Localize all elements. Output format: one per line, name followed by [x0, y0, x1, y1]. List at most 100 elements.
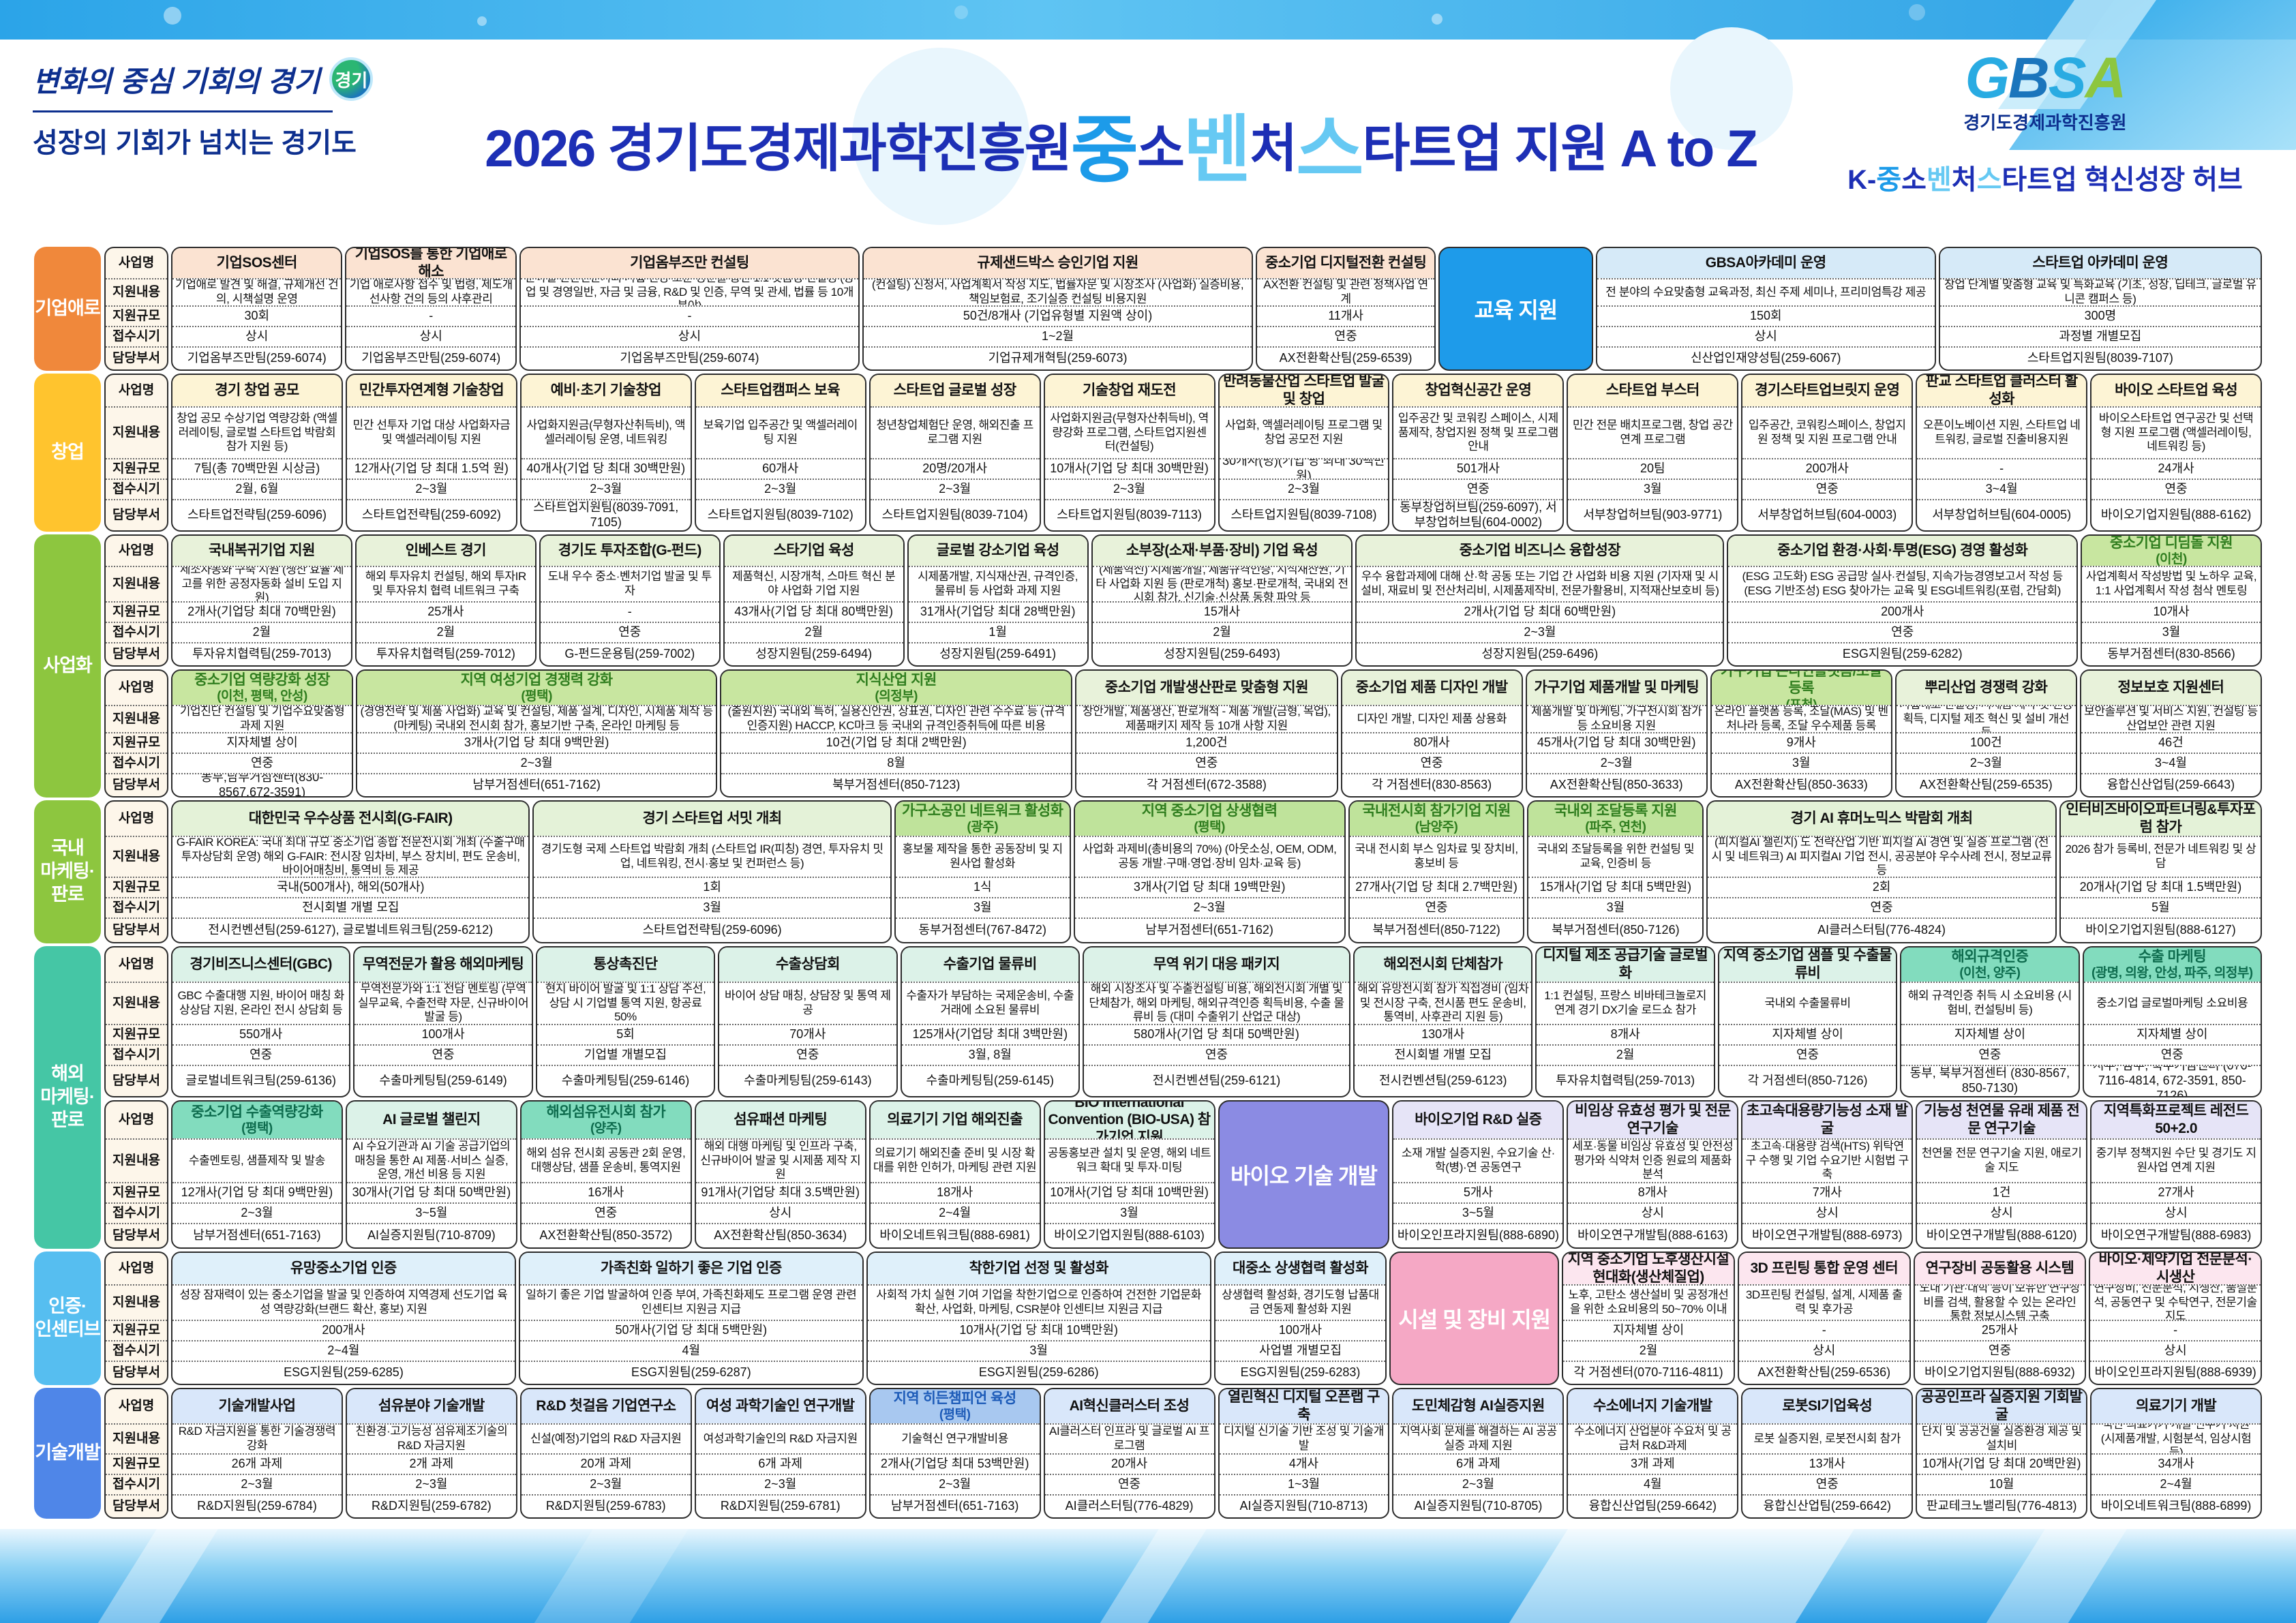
merged-block: 바이오 기술 개발	[1218, 1100, 1390, 1249]
row-label: 접수시기	[106, 1202, 167, 1223]
program-column: 경기비즈니스센터(GBC) GBC 수출대행 지원, 바이어 매칭 화상상담 지원…	[171, 946, 351, 1097]
program-scale: 7개사	[1742, 1182, 1912, 1202]
program-period: 연중	[1728, 622, 2077, 642]
program-period: 연중	[1342, 753, 1522, 773]
program-column: 중소기업 비즈니스 융합성장 우수 융합과제에 대해 산·학 공동 또는 기업 간…	[1355, 534, 1725, 667]
program-scale: 7팀(총 70백만원 시상금)	[172, 458, 342, 479]
program-period: 연중	[172, 1044, 350, 1065]
program-dept: 스타트업전략팀(259-6096)	[172, 499, 342, 530]
program-scale: 6개 과제	[1393, 1453, 1563, 1474]
program-name: 기술창업 재도전	[1083, 382, 1177, 399]
program-period: 3월	[1711, 753, 1891, 773]
program-period: 2~3월	[870, 1474, 1040, 1494]
program-name: 대한민국 우수상품 전시회(G-FAIR)	[248, 810, 453, 827]
program-column: 소부장(소재·부품·장비) 기업 육성 (제품혁신) 시제품개발, 제품규격인증,…	[1091, 534, 1353, 667]
program-content: 성장 잠재력이 있는 중소기업을 발굴 및 인증하여 지역경제 선도기업 육성 …	[172, 1284, 515, 1320]
row-label: 사업명	[118, 957, 155, 972]
program-dept: 성장지원팀(259-6493)	[1092, 642, 1352, 665]
program-period: 상시	[1917, 1202, 2087, 1223]
program-dept: 바이오기업지원팀(888-6162)	[2091, 499, 2261, 530]
program-scale: 6개 과제	[695, 1453, 865, 1474]
program-content: 사업화, 액셀러레이팅 프로그램 및 창업 공모전 지원	[1219, 406, 1389, 458]
program-name: 여성 과학기술인 연구개발	[706, 1398, 855, 1414]
program-name: 유망중소기업 인증	[290, 1260, 397, 1277]
program-column: 스타트업 아카데미 운영 창업 단계별 맞춤형 교육 및 특화교육 (기초, 성장…	[1938, 247, 2262, 371]
program-scale: 9개사	[1711, 732, 1891, 753]
program-period: 연중	[521, 1202, 691, 1223]
program-column: 경기 스타트업 서밋 개최 경기도형 국제 스타트업 박람회 개최 (스타트업 I…	[532, 800, 892, 943]
gyeonggi-slogan-block: 변화의 중심 기회의 경기 경기 성장의 기회가 넘치는 경기도	[33, 45, 414, 243]
program-name: 반려동물산업 스타트업 발굴 및 창업	[1223, 375, 1385, 406]
program-scale: 1식	[895, 877, 1070, 897]
program-content: 경기도형 국제 스타트업 박람회 개최 (스타트업 IR(피칭) 경연, 투자유…	[534, 836, 890, 877]
program-period: 8월	[721, 753, 1072, 773]
program-scale: -	[1917, 458, 2087, 479]
program-period: 연중	[1393, 479, 1563, 499]
section-group-4: 해외 마케팅· 판로 사업명 지원내용 지원규모 접수시기 담당부서 경기비즈니스센터(GB…	[34, 946, 2263, 1249]
program-dept: G-펀드운용팀(259-7002)	[540, 642, 719, 665]
gbsa-logo: GBSA	[1827, 49, 2263, 106]
program-period: 사업별 개별모집	[1215, 1340, 1386, 1361]
program-name: 해외섬유전시회 참가	[546, 1104, 666, 1120]
program-column: 기업옴부즈만 컨설팅분야별 민간전문가의 기업 현장 조문 방문을 통한 1:1…	[519, 247, 860, 371]
section-label: 인증· 인센티브	[34, 1252, 101, 1385]
program-name: 지역 히든챔피언 육성	[893, 1390, 1017, 1406]
program-column: 무역 위기 대응 패키지 해외 시장조사 및 수출컨설팅 비용, 해외전시회 개별…	[1082, 946, 1351, 1097]
program-name: 경기도 투자조합(G-펀드)	[558, 543, 702, 559]
program-period: 2~3월	[521, 1474, 691, 1494]
title-part: 스	[1296, 108, 1363, 191]
program-period: 2월	[724, 622, 903, 642]
program-period: 2~3월	[1074, 897, 1344, 917]
program-content: 청년창업체험단 운영, 해외진출 프로그램 지원	[870, 406, 1040, 458]
program-name: 스타트업캠퍼스 보육	[721, 382, 841, 399]
program-name: 도민체감형 AI실증지원	[1412, 1398, 1545, 1414]
row-label-column: 사업명 지원내용 지원규모 접수시기 담당부서	[104, 1252, 168, 1385]
row-label: 접수시기	[106, 897, 167, 917]
program-dept: 성장지원팀(259-6491)	[908, 642, 1087, 665]
program-column: 해외규격인증 (이천, 양주) 해외 규격인증 취득 시 소요비용 (시험비, 컨설…	[1900, 946, 2080, 1097]
program-period: 연중	[1083, 1044, 1350, 1065]
program-name: 스타트업 부스터	[1605, 382, 1700, 399]
program-period: 상시	[1738, 1340, 1909, 1361]
program-scale: 15개사(기업 당 최대 5백만원)	[1528, 877, 1703, 897]
row-label: 접수시기	[106, 479, 167, 499]
program-dept: 동부,남부거점센터(830-8567,672-3591)	[172, 773, 352, 796]
program-region: (평택)	[1194, 820, 1225, 835]
program-column: 바이오기업 R&D 실증 소재 개발 실증지원, 수요기술 산·학(병)·연 공동…	[1392, 1100, 1565, 1249]
program-content: 3D프린팅 컨설팅, 설계, 시제품 출력 및 후가공	[1738, 1284, 1909, 1320]
program-period: 2~3월	[1357, 622, 1723, 642]
program-dept: AI클러스터팀(776-4829)	[1044, 1494, 1214, 1517]
program-scale: 27개사(기업 당 최대 2.7백만원)	[1349, 877, 1524, 897]
program-scale: 2개사(기업당 최대 70백만원)	[172, 601, 351, 622]
section-group-3: 국내 마케팅· 판로 사업명 지원내용 지원규모 접수시기 담당부서 대한민국 우수상품 전…	[34, 800, 2262, 943]
program-content: 지역사회 문제를 해결하는 AI 공공실증 과제 지원	[1393, 1423, 1563, 1453]
program-period: 2~4월	[172, 1340, 515, 1361]
program-period: 연중	[1349, 897, 1524, 917]
program-content: 여성과학기술인의 R&D 자금지원	[695, 1423, 865, 1453]
program-content: 분야별 민간전문가의 기업 현장 조문 방문을 통한 1:1 맞춤형 컨설팅 (…	[520, 278, 858, 305]
program-content: 해외 투자유치 컨설팅, 해외 투자IR 및 투자유치 협력 네트워크 구축	[356, 566, 535, 601]
program-name: 해외규격인증	[1951, 948, 2029, 965]
program-content: 국내외 수출물류비	[1719, 982, 1897, 1024]
program-period: 2월	[1092, 622, 1352, 642]
program-dept: AI클러스터팀(776-4824)	[1708, 917, 2055, 942]
row-label: 사업명	[118, 256, 155, 271]
program-period: 1~2월	[863, 326, 1252, 346]
program-dept: AI실증지원팀(710-8705)	[1393, 1494, 1563, 1517]
program-period: 연중	[172, 753, 352, 773]
program-name: 통상촉진단	[593, 956, 658, 973]
program-name: 소부장(소재·부품·장비) 기업 육성	[1126, 543, 1318, 559]
program-dept: AX전환확산팀(259-6535)	[1896, 773, 2076, 796]
program-content: 사업화 과제비(총비용의 70%) (아웃소싱, OEM, ODM, 공동 개발…	[1074, 836, 1344, 877]
program-period: 3월	[1528, 897, 1703, 917]
program-scale: 2개사(기업 당 최대 60백만원)	[1357, 601, 1723, 622]
program-name: 중소기업 제품 디자인 개발	[1355, 680, 1509, 696]
program-period: 3월	[1568, 479, 1738, 499]
program-name: 기업SOS를 통한 기업애로 해소	[354, 248, 507, 278]
program-content: 민간 선투자 기업 대상 사업화자금 및 액셀러레이팅 지원	[346, 406, 516, 458]
program-dept: ESG지원팀(259-6285)	[172, 1361, 515, 1384]
program-name: 섬유분야 기술개발	[378, 1398, 485, 1414]
program-name: 섬유패션 마케팅	[734, 1112, 828, 1128]
program-content: 기업애로 컨설팅, 시제품 제작 및 인증 획득, 디지털 제조 혁신 및 설비…	[1896, 705, 2076, 732]
program-column: R&D 첫걸음 기업연구소 신설(예정)기업의 R&D 자금지원 20개 과제 2~3…	[519, 1388, 692, 1519]
